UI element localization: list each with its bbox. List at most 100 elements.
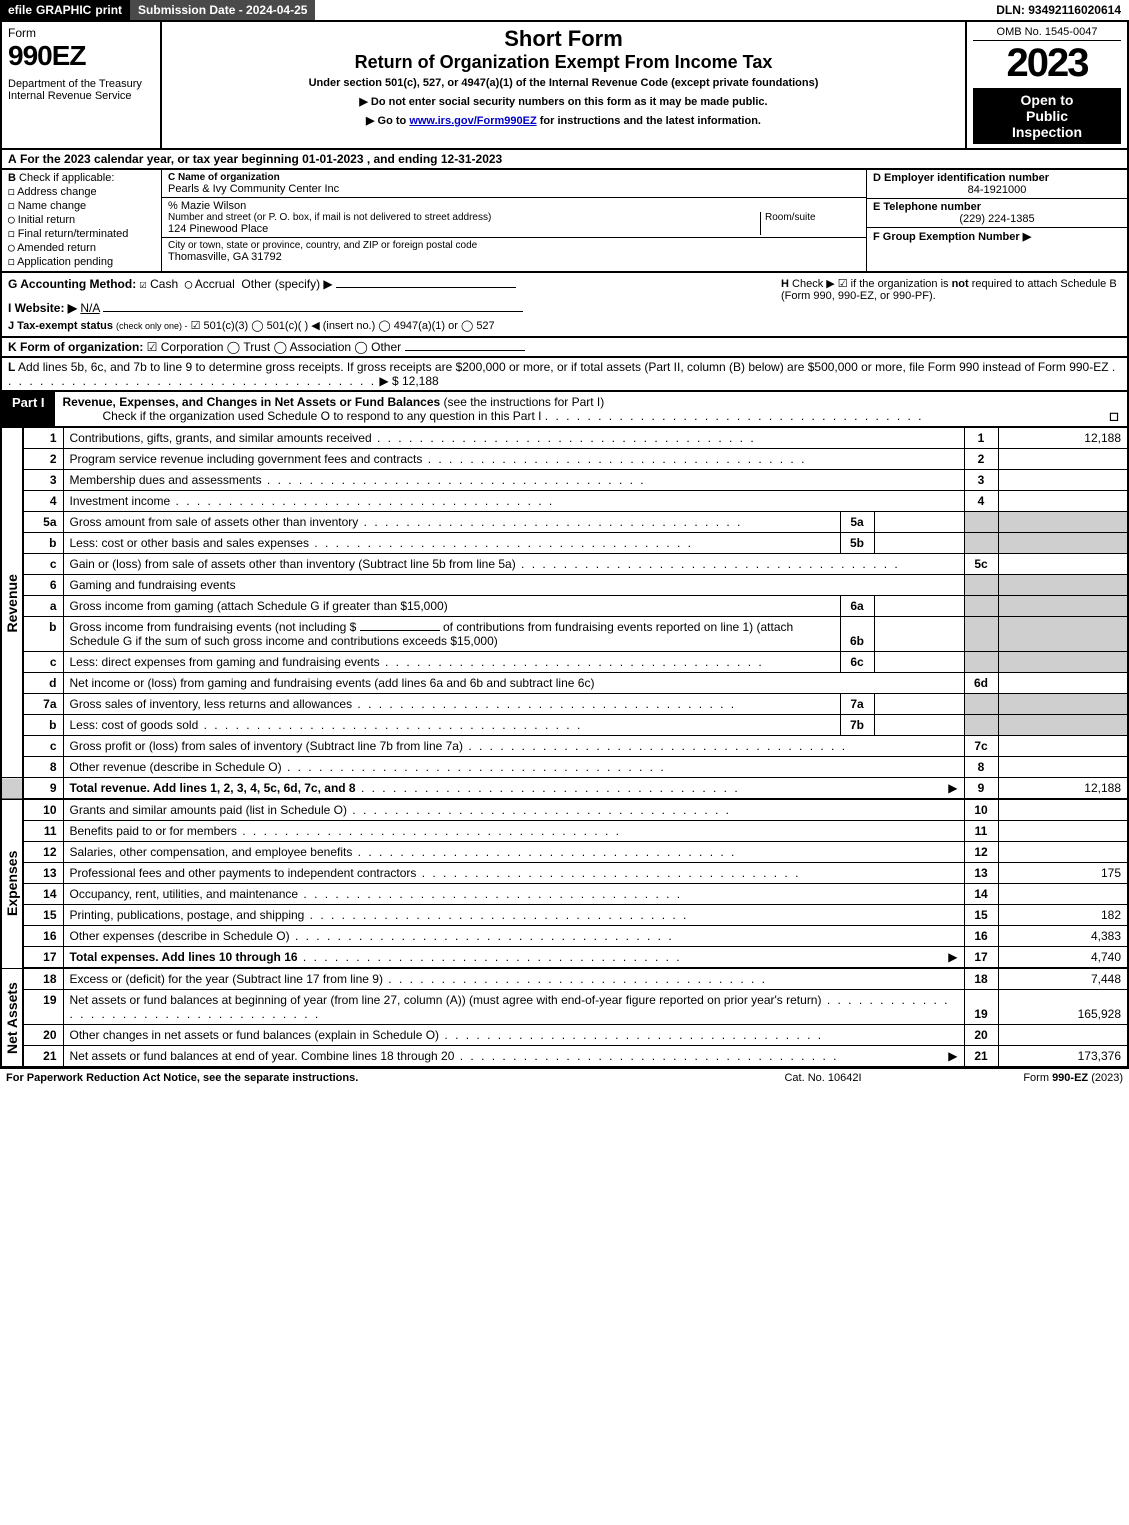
room-label: Room/suite bbox=[765, 212, 860, 223]
print-label[interactable]: print bbox=[95, 3, 122, 17]
col-b: B Check if applicable: ◻ Address change … bbox=[2, 170, 162, 271]
line-11: 11 Benefits paid to or for members 11 bbox=[1, 821, 1128, 842]
part-i-checkbox[interactable]: ◻ bbox=[1109, 409, 1119, 423]
row-l: L Add lines 5b, 6c, and 7b to line 9 to … bbox=[0, 358, 1129, 392]
tax-year: 2023 bbox=[973, 41, 1121, 86]
header-center: Short Form Return of Organization Exempt… bbox=[162, 22, 967, 148]
line-14: 14 Occupancy, rent, utilities, and maint… bbox=[1, 884, 1128, 905]
k-opts[interactable]: ☑ Corporation ◯ Trust ◯ Association ◯ Ot… bbox=[147, 340, 401, 354]
line-4: 4 Investment income 4 bbox=[1, 491, 1128, 512]
line-3: 3 Membership dues and assessments 3 bbox=[1, 470, 1128, 491]
g-accrual[interactable]: Accrual bbox=[195, 277, 235, 291]
phone: (229) 224-1385 bbox=[873, 213, 1121, 225]
dept-line2: Internal Revenue Service bbox=[8, 90, 154, 102]
line-8-9: 8 Other revenue (describe in Schedule O)… bbox=[1, 757, 1128, 778]
line-21: 21 Net assets or fund balances at end of… bbox=[1, 1046, 1128, 1068]
city-state-zip: Thomasville, GA 31792 bbox=[168, 251, 860, 263]
line-5a: 5a Gross amount from sale of assets othe… bbox=[1, 512, 1128, 533]
footer: For Paperwork Reduction Act Notice, see … bbox=[0, 1068, 1129, 1087]
b-label: B bbox=[8, 172, 16, 184]
submission-date: Submission Date - 2024-04-25 bbox=[130, 0, 315, 20]
subtitle: Under section 501(c), 527, or 4947(a)(1)… bbox=[168, 77, 959, 89]
dln: DLN: 93492116020614 bbox=[988, 0, 1129, 20]
chk-initial-return[interactable]: ◯ Initial return bbox=[8, 213, 155, 226]
open-inspection-box: Open to Public Inspection bbox=[973, 88, 1121, 144]
g-cash[interactable]: Cash bbox=[150, 277, 178, 291]
line-7c: c Gross profit or (loss) from sales of i… bbox=[1, 736, 1128, 757]
care-of: % Mazie Wilson bbox=[168, 200, 860, 212]
website-value: N/A bbox=[80, 301, 99, 315]
line-17: 17 Total expenses. Add lines 10 through … bbox=[1, 947, 1128, 969]
line-1: Revenue 1 Contributions, gifts, grants, … bbox=[1, 428, 1128, 449]
h-label: H bbox=[781, 278, 789, 290]
line-7a: 7a Gross sales of inventory, less return… bbox=[1, 694, 1128, 715]
g-label: G Accounting Method: bbox=[8, 277, 136, 291]
street-address: 124 Pinewood Place bbox=[168, 223, 760, 235]
row-k: K Form of organization: ☑ Corporation ◯ … bbox=[0, 338, 1129, 358]
form-header: Form 990EZ Department of the Treasury In… bbox=[0, 22, 1129, 150]
h-not: not bbox=[952, 278, 969, 290]
chk-application-pending[interactable]: ◻ Application pending bbox=[8, 255, 155, 268]
l-amount: 12,188 bbox=[402, 374, 439, 388]
efile-label[interactable]: efile bbox=[8, 3, 32, 17]
line-19: 19 Net assets or fund balances at beginn… bbox=[1, 990, 1128, 1025]
part-i-title: Revenue, Expenses, and Changes in Net As… bbox=[55, 392, 1127, 426]
line-12: 12 Salaries, other compensation, and emp… bbox=[1, 842, 1128, 863]
b-heading: Check if applicable: bbox=[19, 172, 114, 184]
d-label: D Employer identification number bbox=[873, 172, 1121, 184]
chk-amended-return[interactable]: ◯ Amended return bbox=[8, 241, 155, 254]
side-revenue: Revenue bbox=[1, 428, 23, 778]
ein: 84-1921000 bbox=[873, 184, 1121, 196]
graphic-label[interactable]: GRAPHIC bbox=[36, 3, 91, 17]
gh-left: G Accounting Method: ☑ Cash ◯ Accrual Ot… bbox=[8, 277, 781, 332]
instr-ssn: ▶ Do not enter social security numbers o… bbox=[168, 95, 959, 108]
header-left: Form 990EZ Department of the Treasury In… bbox=[2, 22, 162, 148]
line-5b: b Less: cost or other basis and sales ex… bbox=[1, 533, 1128, 554]
l-arrow: ▶ $ bbox=[379, 374, 398, 388]
dept-line1: Department of the Treasury bbox=[8, 78, 154, 90]
line-6c: c Less: direct expenses from gaming and … bbox=[1, 652, 1128, 673]
g-other[interactable]: Other (specify) ▶ bbox=[241, 277, 332, 291]
open2: Public bbox=[975, 108, 1119, 124]
line-5c: c Gain or (loss) from sale of assets oth… bbox=[1, 554, 1128, 575]
h-text1: Check ▶ ☑ if the organization is bbox=[792, 278, 952, 290]
open1: Open to bbox=[975, 92, 1119, 108]
row-a-text: For the 2023 calendar year, or tax year … bbox=[20, 152, 502, 166]
form-word: Form bbox=[8, 26, 154, 40]
i-label: I Website: ▶ bbox=[8, 301, 77, 315]
form-number: 990EZ bbox=[8, 40, 154, 72]
j-sub: (check only one) - bbox=[116, 321, 188, 331]
line-6: 6 Gaming and fundraising events bbox=[1, 575, 1128, 596]
instr-goto: ▶ Go to www.irs.gov/Form990EZ for instru… bbox=[168, 114, 959, 127]
chk-final-return[interactable]: ◻ Final return/terminated bbox=[8, 227, 155, 240]
line-18: Net Assets 18 Excess or (deficit) for th… bbox=[1, 968, 1128, 990]
irs-link[interactable]: www.irs.gov/Form990EZ bbox=[409, 115, 536, 127]
col-c: C Name of organization Pearls & Ivy Comm… bbox=[162, 170, 867, 271]
l-text: Add lines 5b, 6c, and 7b to line 9 to de… bbox=[18, 360, 1109, 374]
line-6d: d Net income or (loss) from gaming and f… bbox=[1, 673, 1128, 694]
e-label: E Telephone number bbox=[873, 201, 1121, 213]
row-gh: G Accounting Method: ☑ Cash ◯ Accrual Ot… bbox=[0, 273, 1129, 338]
j-opts[interactable]: ☑ 501(c)(3) ◯ 501(c)( ) ◀ (insert no.) ◯… bbox=[191, 320, 495, 332]
chk-name-change[interactable]: ◻ Name change bbox=[8, 199, 155, 212]
line-2: 2 Program service revenue including gove… bbox=[1, 449, 1128, 470]
side-netassets: Net Assets bbox=[1, 968, 23, 1067]
line-7b: b Less: cost of goods sold 7b bbox=[1, 715, 1128, 736]
instr2-post: for instructions and the latest informat… bbox=[537, 115, 761, 127]
instr2-pre: ▶ Go to bbox=[366, 115, 409, 127]
top-bar: efile GRAPHIC print Submission Date - 20… bbox=[0, 0, 1129, 22]
title-short-form: Short Form bbox=[168, 26, 959, 52]
chk-address-change[interactable]: ◻ Address change bbox=[8, 185, 155, 198]
line-13: 13 Professional fees and other payments … bbox=[1, 863, 1128, 884]
line-6a: a Gross income from gaming (attach Sched… bbox=[1, 596, 1128, 617]
footer-left: For Paperwork Reduction Act Notice, see … bbox=[6, 1072, 723, 1084]
title-return: Return of Organization Exempt From Incom… bbox=[168, 52, 959, 73]
line-6b: b Gross income from fundraising events (… bbox=[1, 617, 1128, 652]
line-9: 9 Total revenue. Add lines 1, 2, 3, 4, 5… bbox=[1, 778, 1128, 800]
l-label: L bbox=[8, 360, 15, 374]
line-20: 20 Other changes in net assets or fund b… bbox=[1, 1025, 1128, 1046]
part-i-label: Part I bbox=[2, 392, 55, 426]
row-a-label: A bbox=[8, 152, 17, 166]
col-de: D Employer identification number 84-1921… bbox=[867, 170, 1127, 271]
f-label: F Group Exemption Number ▶ bbox=[873, 230, 1121, 243]
